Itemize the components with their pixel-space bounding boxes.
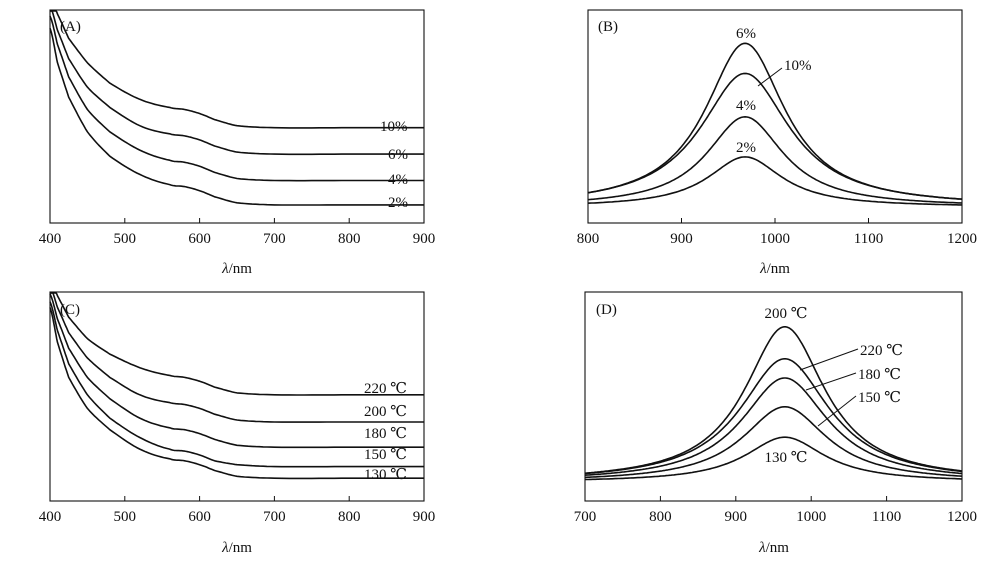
panel-c-frame <box>49 291 425 502</box>
panel-b-label-6pct: 6% <box>736 26 756 42</box>
panel-b-x-tick-800: 800 <box>577 231 600 247</box>
panel-b-x-axis-symbol: λ <box>759 261 767 277</box>
panel-b-label-10pct: 10% <box>784 58 812 74</box>
panel-b-leader-10pct <box>757 67 783 87</box>
panel-a-x-tick-500: 500 <box>114 231 137 247</box>
panel-a-x-axis-symbol: λ <box>221 261 229 277</box>
panel-b-x-tick-1000: 1000 <box>760 231 790 247</box>
panel-a-x-tick-400: 400 <box>39 231 62 247</box>
panel-c-label-180: 180 ℃ <box>364 426 407 442</box>
panel-b-series-6pct <box>587 42 963 200</box>
panel-a-x-tick-600: 600 <box>188 231 211 247</box>
panel-c-curves <box>49 292 424 480</box>
panel-c-x-tick-800: 800 <box>338 509 361 525</box>
panel-d-tag: (D) <box>596 302 617 318</box>
panel-d-series-150 <box>584 406 963 479</box>
panel-d-curves <box>584 326 963 481</box>
panel-d-label-200: 200 ℃ <box>764 306 807 322</box>
panel-d-x-tick-900: 900 <box>725 509 748 525</box>
panel-b-series-2pct <box>587 156 962 206</box>
panel-c-x-axis-label: λ/nm <box>221 540 252 556</box>
panel-d-series-labels: 200 ℃ 220 ℃ 180 ℃ 150 ℃ 130 ℃ <box>764 306 903 466</box>
panel-a-x-tick-700: 700 <box>263 231 286 247</box>
panel-c-series-130 <box>49 307 424 480</box>
panel-b-series-10pct <box>587 72 963 200</box>
panel-a-label-2pct: 2% <box>388 195 408 211</box>
panel-a-label-4pct: 4% <box>388 172 408 188</box>
panel-d-x-axis-symbol: λ <box>758 540 766 556</box>
panel-d-label-150: 150 ℃ <box>858 390 901 406</box>
panel-a-x-axis-label: λ/nm <box>221 261 252 277</box>
panel-b: (B) 800 900 1000 1100 1200 6% 10% 4% 2% λ/nm <box>577 9 977 277</box>
panel-d-x-axis-label: λ/nm <box>758 540 789 556</box>
panel-d-x-ticks: 700 800 900 1000 1100 1200 <box>574 496 977 525</box>
panel-a-x-ticks: 400 500 600 700 800 900 <box>39 218 436 247</box>
panel-c-series-labels: 220 ℃ 200 ℃ 180 ℃ 150 ℃ 130 ℃ <box>364 381 407 483</box>
panel-a-frame <box>49 9 425 224</box>
panel-a-curves <box>49 10 424 206</box>
panel-c-x-tick-700: 700 <box>263 509 286 525</box>
panel-c-x-tick-500: 500 <box>114 509 137 525</box>
panel-d-x-tick-1100: 1100 <box>872 509 901 525</box>
panel-a: (A) 400 500 600 700 800 900 10% 6% 4% 2% λ/nm <box>39 9 436 277</box>
panel-d-x-tick-1000: 1000 <box>796 509 826 525</box>
panel-a-x-axis-unit: /nm <box>229 261 253 277</box>
panel-d-x-axis-unit: /nm <box>766 540 790 556</box>
panel-d-x-tick-1200: 1200 <box>947 509 977 525</box>
panel-a-series-6pct <box>49 10 424 156</box>
panel-d-leader-150 <box>817 395 857 427</box>
panel-b-series-4pct <box>587 116 963 204</box>
panel-c-series-180 <box>49 293 424 449</box>
panel-c-x-ticks: 400 500 600 700 800 900 <box>39 496 436 525</box>
panel-c-x-tick-600: 600 <box>188 509 211 525</box>
panel-a-label-6pct: 6% <box>388 147 408 163</box>
panel-d-x-tick-800: 800 <box>649 509 672 525</box>
panel-d-series-180 <box>584 377 963 476</box>
panel-d-frame <box>584 291 963 502</box>
panel-d: (D) 700 800 900 1000 1100 1200 200 ℃ 220 ℃ 18… <box>574 291 977 556</box>
panel-c-label-150: 150 ℃ <box>364 447 407 463</box>
panel-b-x-tick-900: 900 <box>670 231 693 247</box>
panel-c-x-tick-400: 400 <box>39 509 62 525</box>
panel-a-series-4pct <box>49 15 424 182</box>
panel-b-x-tick-1200: 1200 <box>947 231 977 247</box>
panel-b-series-labels: 6% 10% 4% 2% <box>736 26 812 156</box>
panel-b-label-4pct: 4% <box>736 98 756 114</box>
panel-c-series-220 <box>49 292 424 396</box>
panel-d-x-tick-700: 700 <box>574 509 597 525</box>
panel-a-series-2pct <box>49 28 424 206</box>
panel-c: (C) 400 500 600 700 800 900 220 ℃ 200 ℃ 180 ℃… <box>39 291 436 556</box>
panel-a-x-tick-900: 900 <box>413 231 436 247</box>
panel-a-series-labels: 10% 6% 4% 2% <box>380 119 408 211</box>
panel-d-label-220: 220 ℃ <box>860 343 903 359</box>
panel-d-series-220 <box>584 358 963 475</box>
panel-c-x-axis-unit: /nm <box>229 540 253 556</box>
panel-c-tag: (C) <box>60 302 80 318</box>
panel-a-label-10pct: 10% <box>380 119 408 135</box>
panel-c-x-axis-symbol: λ <box>221 540 229 556</box>
panel-b-x-axis-unit: /nm <box>767 261 791 277</box>
panel-a-series-10pct <box>49 10 424 129</box>
panel-b-curves <box>587 42 963 206</box>
panel-b-x-ticks: 800 900 1000 1100 1200 <box>577 218 977 247</box>
panel-d-label-130: 130 ℃ <box>764 450 807 466</box>
panel-c-label-220: 220 ℃ <box>364 381 407 397</box>
panel-c-series-200 <box>49 292 424 423</box>
panel-b-x-tick-1100: 1100 <box>854 231 883 247</box>
panel-d-series-200 <box>584 326 963 474</box>
panel-b-label-2pct: 2% <box>736 140 756 156</box>
panel-b-x-axis-label: λ/nm <box>759 261 790 277</box>
panel-d-label-180: 180 ℃ <box>858 367 901 383</box>
panel-c-label-130: 130 ℃ <box>364 467 407 483</box>
panel-c-x-tick-900: 900 <box>413 509 436 525</box>
panel-d-leader-220 <box>799 348 859 371</box>
panel-c-label-200: 200 ℃ <box>364 404 407 420</box>
panel-b-tag: (B) <box>598 19 618 35</box>
panel-d-series-130 <box>585 436 962 481</box>
panel-c-series-150 <box>49 301 424 468</box>
panel-d-leader-180 <box>805 372 857 391</box>
panel-a-x-tick-800: 800 <box>338 231 361 247</box>
